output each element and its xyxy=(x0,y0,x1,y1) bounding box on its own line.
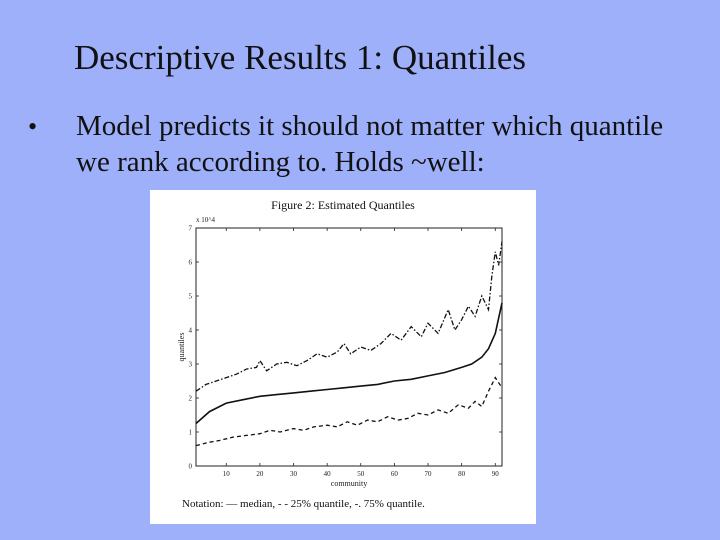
y-tick-label: 7 xyxy=(189,225,193,233)
quantiles-figure: Figure 2: Estimated Quantiles x 10^4 com… xyxy=(150,190,536,524)
y-axis-label: quantiles xyxy=(177,333,186,362)
bullet-text: Model predicts it should not matter whic… xyxy=(76,110,664,178)
y-tick-label: 0 xyxy=(189,463,193,471)
y-tick-label: 3 xyxy=(189,361,193,369)
x-tick-label: 50 xyxy=(357,470,365,478)
series-line-25-quantile xyxy=(195,376,503,447)
y-multiplier: x 10^4 xyxy=(196,216,216,224)
figure-title: Figure 2: Estimated Quantiles xyxy=(271,198,415,212)
bullet-icon: • xyxy=(28,112,38,141)
figure-caption: Notation: — median, - - 25% quantile, -.… xyxy=(182,498,425,510)
x-tick-label: 70 xyxy=(425,470,433,478)
x-tick-label: 40 xyxy=(324,470,332,478)
x-axis-label: community xyxy=(331,479,367,488)
y-tick-label: 6 xyxy=(189,259,193,267)
x-tick-label: 20 xyxy=(256,470,264,478)
x-tick-label: 60 xyxy=(391,470,399,478)
series-line-median xyxy=(195,302,503,425)
slide-title: Descriptive Results 1: Quantiles xyxy=(74,38,527,77)
x-tick-label: 80 xyxy=(458,470,466,478)
x-tick-label: 90 xyxy=(492,470,500,478)
x-tick-label: 10 xyxy=(223,470,231,478)
y-tick-label: 2 xyxy=(189,395,193,403)
series-line-75-quantile xyxy=(195,241,503,392)
x-tick-label: 30 xyxy=(290,470,298,478)
y-tick-label: 1 xyxy=(189,429,193,437)
plot-frame xyxy=(195,227,503,467)
quantiles-chart: x 10^4 community quantiles 10 20 30 40 50 60 7… xyxy=(177,216,503,488)
y-tick-label: 4 xyxy=(189,327,193,335)
y-tick-label: 5 xyxy=(189,293,193,301)
